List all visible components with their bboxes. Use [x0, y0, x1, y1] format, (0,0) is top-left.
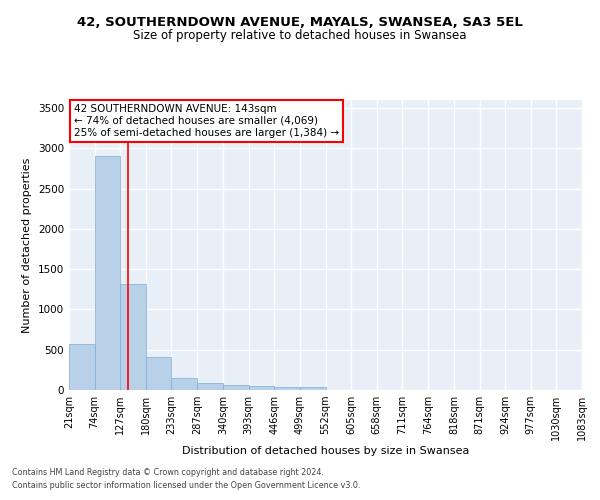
Y-axis label: Number of detached properties: Number of detached properties	[22, 158, 32, 332]
Bar	[248, 386, 274, 390]
Text: Contains public sector information licensed under the Open Government Licence v3: Contains public sector information licen…	[12, 480, 361, 490]
X-axis label: Distribution of detached houses by size in Swansea: Distribution of detached houses by size …	[182, 446, 469, 456]
Bar	[69, 344, 95, 390]
Bar	[95, 156, 120, 390]
Bar	[274, 387, 300, 390]
Bar	[172, 378, 197, 390]
Bar	[300, 387, 325, 390]
Text: 42, SOUTHERNDOWN AVENUE, MAYALS, SWANSEA, SA3 5EL: 42, SOUTHERNDOWN AVENUE, MAYALS, SWANSEA…	[77, 16, 523, 29]
Bar	[146, 357, 172, 390]
Text: 42 SOUTHERNDOWN AVENUE: 143sqm
← 74% of detached houses are smaller (4,069)
25% : 42 SOUTHERNDOWN AVENUE: 143sqm ← 74% of …	[74, 104, 339, 138]
Bar	[197, 383, 223, 390]
Bar	[223, 385, 248, 390]
Text: Contains HM Land Registry data © Crown copyright and database right 2024.: Contains HM Land Registry data © Crown c…	[12, 468, 324, 477]
Text: Size of property relative to detached houses in Swansea: Size of property relative to detached ho…	[133, 30, 467, 43]
Bar	[120, 284, 146, 390]
